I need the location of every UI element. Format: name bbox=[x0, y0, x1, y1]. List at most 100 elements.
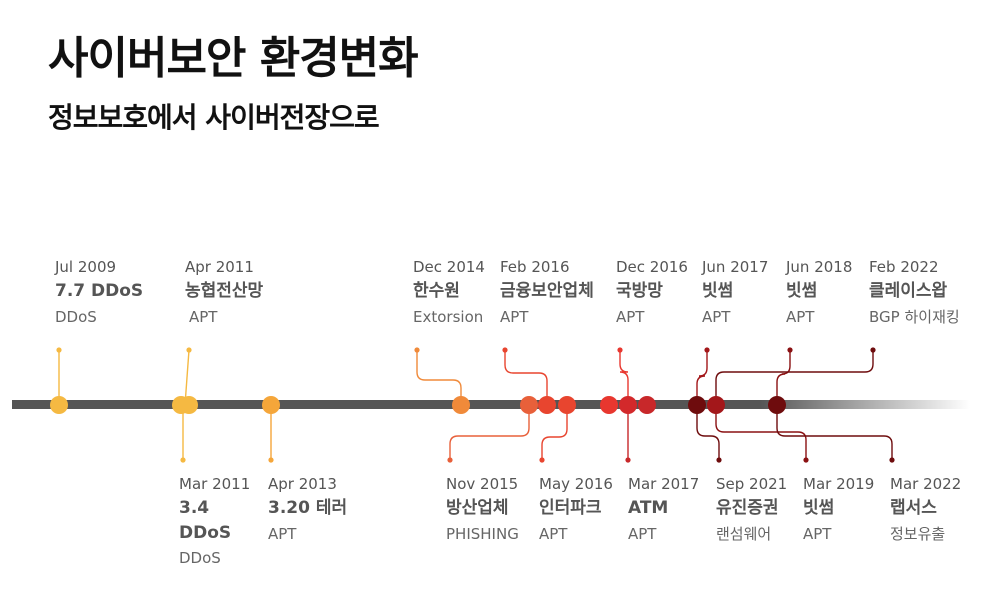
timeline-event-dot bbox=[452, 396, 470, 414]
event-top-4: Feb 2016 금융보안업체 APT bbox=[500, 260, 594, 325]
timeline-event-dot bbox=[50, 396, 68, 414]
event-category: APT bbox=[702, 308, 731, 326]
timeline-event-dot bbox=[558, 396, 576, 414]
connector-line bbox=[184, 349, 190, 406]
event-date: Feb 2022 bbox=[869, 258, 939, 276]
event-top-6: Jun 2017 빗썸 APT bbox=[702, 260, 768, 325]
event-top-7: Jun 2018 빗썸 APT bbox=[786, 260, 852, 325]
event-date: Mar 2017 bbox=[628, 475, 700, 493]
anchor-dot bbox=[539, 457, 545, 463]
event-date: May 2016 bbox=[539, 475, 613, 493]
event-name: 7.7 DDoS bbox=[55, 281, 144, 301]
event-name: 국방망 bbox=[616, 281, 663, 301]
event-name: 빗썸 bbox=[702, 281, 734, 301]
connector-line bbox=[715, 405, 807, 460]
timeline-event-dot bbox=[262, 396, 280, 414]
anchor-dot bbox=[268, 457, 274, 463]
event-bottom-3: Nov 2015 방산업체 PHISHING bbox=[446, 477, 519, 542]
anchor-dot bbox=[716, 457, 722, 463]
event-date: Dec 2014 bbox=[413, 258, 485, 276]
connector-line bbox=[619, 350, 629, 405]
event-name: 클레이스왑 bbox=[869, 281, 948, 301]
timeline-event-dot bbox=[600, 396, 618, 414]
connector-line bbox=[696, 350, 708, 405]
event-date: Jun 2018 bbox=[786, 258, 853, 276]
event-category: APT bbox=[539, 525, 568, 543]
event-date: Apr 2011 bbox=[185, 258, 254, 276]
event-date: Apr 2013 bbox=[268, 475, 337, 493]
event-top-3: Dec 2014 한수원 Extorsion bbox=[413, 260, 485, 325]
event-name: 3.4 DDoS bbox=[179, 498, 232, 543]
event-top-2: Apr 2011 농협전산망 APT bbox=[185, 260, 263, 325]
event-category: APT bbox=[616, 308, 645, 326]
timeline-event-dot bbox=[638, 396, 656, 414]
event-name: 빗썸 bbox=[803, 498, 835, 518]
event-bottom-5: Mar 2017 ATM APT bbox=[628, 477, 699, 542]
anchor-dot bbox=[704, 347, 710, 353]
event-date: Mar 2022 bbox=[890, 475, 962, 493]
event-bottom-1: Mar 2011 3.4 DDoS DDoS bbox=[179, 477, 259, 566]
event-date: Dec 2016 bbox=[616, 258, 688, 276]
event-bottom-2: Apr 2013 3.20 테러 APT bbox=[268, 477, 347, 542]
event-name: 인터파크 bbox=[539, 498, 602, 518]
event-category: APT bbox=[803, 525, 832, 543]
anchor-dot bbox=[625, 457, 631, 463]
event-bottom-8: Mar 2022 랩서스 정보유출 bbox=[890, 477, 961, 542]
event-date: Jul 2009 bbox=[55, 258, 117, 276]
event-name: 3.20 테러 bbox=[268, 498, 348, 518]
anchor-dot bbox=[787, 347, 793, 353]
event-category: DDoS bbox=[55, 308, 97, 326]
timeline-event-dot bbox=[768, 396, 786, 414]
anchor-dot bbox=[502, 347, 508, 353]
anchor-dot bbox=[803, 457, 809, 463]
event-date: Nov 2015 bbox=[446, 475, 519, 493]
event-name: 유진증권 bbox=[716, 498, 779, 518]
event-bottom-6: Sep 2021 유진증권 랜섬웨어 bbox=[716, 477, 787, 542]
event-date: Feb 2016 bbox=[500, 258, 570, 276]
event-name: ATM bbox=[628, 498, 669, 518]
event-top-1: Jul 2009 7.7 DDoS DDoS bbox=[55, 260, 143, 325]
page-title: 사이버보안 환경변화 bbox=[48, 33, 419, 84]
connector-line bbox=[696, 405, 720, 460]
connector-line bbox=[504, 350, 548, 405]
timeline-event-dot bbox=[619, 396, 637, 414]
timeline-event-dot bbox=[538, 396, 556, 414]
event-category: APT bbox=[268, 525, 297, 543]
connector-line bbox=[715, 350, 874, 405]
event-bottom-4: May 2016 인터파크 APT bbox=[539, 477, 613, 542]
event-name: 빗썸 bbox=[786, 281, 818, 301]
event-date: Jun 2017 bbox=[702, 258, 769, 276]
event-name: 농협전산망 bbox=[185, 281, 264, 301]
anchor-dot bbox=[56, 347, 62, 353]
event-category: BGP 하이재킹 bbox=[869, 308, 960, 326]
event-top-5: Dec 2016 국방망 APT bbox=[616, 260, 688, 325]
event-date: Mar 2011 bbox=[179, 475, 251, 493]
page-subtitle: 정보보호에서 사이버전장으로 bbox=[48, 101, 380, 134]
connector-line bbox=[416, 350, 462, 405]
connector-line bbox=[541, 405, 568, 460]
connector-line bbox=[776, 350, 791, 405]
event-name: 방산업체 bbox=[446, 498, 509, 518]
anchor-dot bbox=[617, 347, 623, 353]
event-category: APT bbox=[786, 308, 815, 326]
anchor-dot bbox=[180, 457, 186, 463]
event-category: DDoS bbox=[179, 549, 221, 567]
anchor-dot bbox=[870, 347, 876, 353]
event-bottom-7: Mar 2019 빗썸 APT bbox=[803, 477, 874, 542]
anchor-dot bbox=[186, 347, 192, 353]
timeline-event-dot bbox=[180, 396, 198, 414]
anchor-dot bbox=[889, 457, 895, 463]
timeline-event-dot bbox=[520, 396, 538, 414]
event-category: APT bbox=[628, 525, 657, 543]
event-name: 한수원 bbox=[413, 281, 460, 301]
anchor-dot bbox=[414, 347, 420, 353]
event-category: Extorsion bbox=[413, 308, 484, 326]
event-name: 랩서스 bbox=[890, 498, 937, 518]
event-category: 랜섬웨어 bbox=[716, 525, 772, 543]
event-category: APT bbox=[500, 308, 529, 326]
connector-line bbox=[449, 405, 530, 460]
event-date: Sep 2021 bbox=[716, 475, 788, 493]
event-category: APT bbox=[189, 308, 218, 326]
event-category: PHISHING bbox=[446, 525, 519, 543]
